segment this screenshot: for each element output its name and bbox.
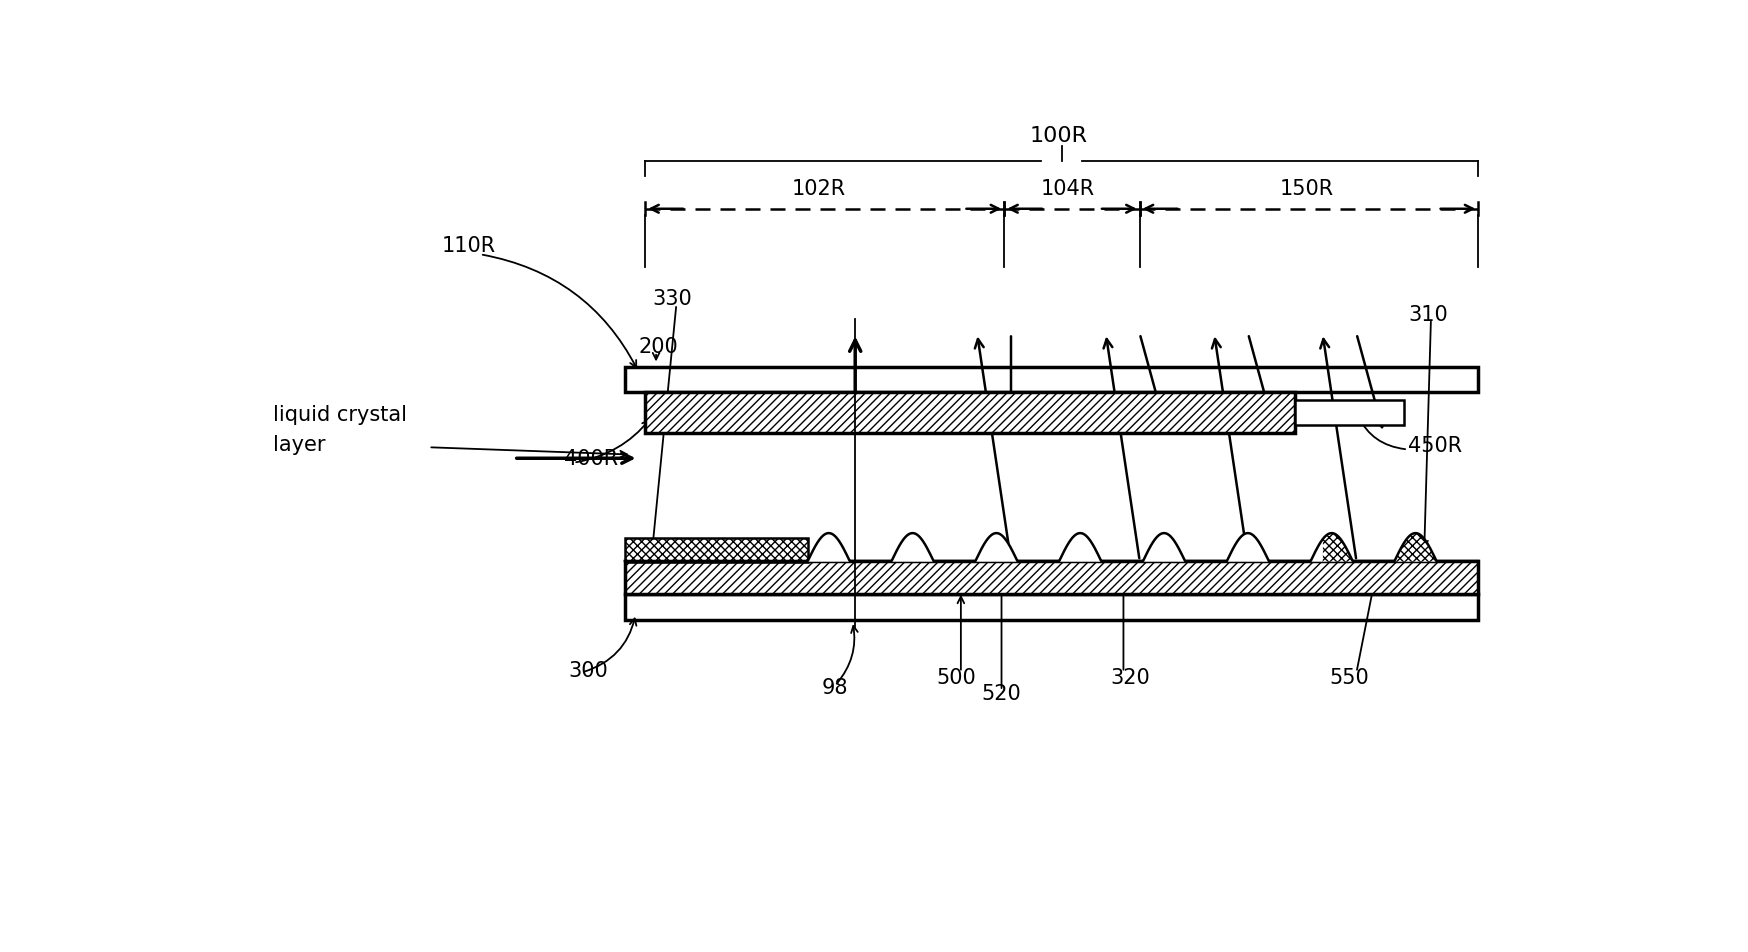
Text: 500: 500 bbox=[937, 667, 975, 687]
Bar bbox=[626, 367, 1479, 393]
Text: 110R: 110R bbox=[442, 236, 496, 256]
Bar bbox=[626, 562, 1479, 594]
Bar bbox=[645, 393, 1295, 433]
Text: 520: 520 bbox=[981, 684, 1021, 704]
Text: 320: 320 bbox=[1110, 667, 1150, 687]
Text: 104R: 104R bbox=[1040, 179, 1094, 199]
Text: liquid crystal: liquid crystal bbox=[273, 405, 407, 425]
Text: layer: layer bbox=[273, 434, 325, 454]
Bar bbox=[1295, 400, 1404, 426]
Polygon shape bbox=[1323, 533, 1479, 562]
Bar bbox=[626, 594, 1479, 620]
Text: 150R: 150R bbox=[1280, 179, 1334, 199]
Text: 400R: 400R bbox=[565, 448, 619, 468]
Text: 450R: 450R bbox=[1407, 436, 1461, 456]
Text: 100R: 100R bbox=[1030, 127, 1087, 147]
Polygon shape bbox=[808, 533, 1323, 562]
Text: 102R: 102R bbox=[792, 179, 846, 199]
Bar bbox=[626, 539, 808, 563]
Text: 550: 550 bbox=[1330, 667, 1369, 687]
Text: 310: 310 bbox=[1407, 305, 1447, 325]
Text: 200: 200 bbox=[638, 337, 678, 357]
Text: 300: 300 bbox=[568, 660, 608, 680]
Text: 98: 98 bbox=[822, 678, 848, 698]
Text: 330: 330 bbox=[652, 289, 692, 309]
